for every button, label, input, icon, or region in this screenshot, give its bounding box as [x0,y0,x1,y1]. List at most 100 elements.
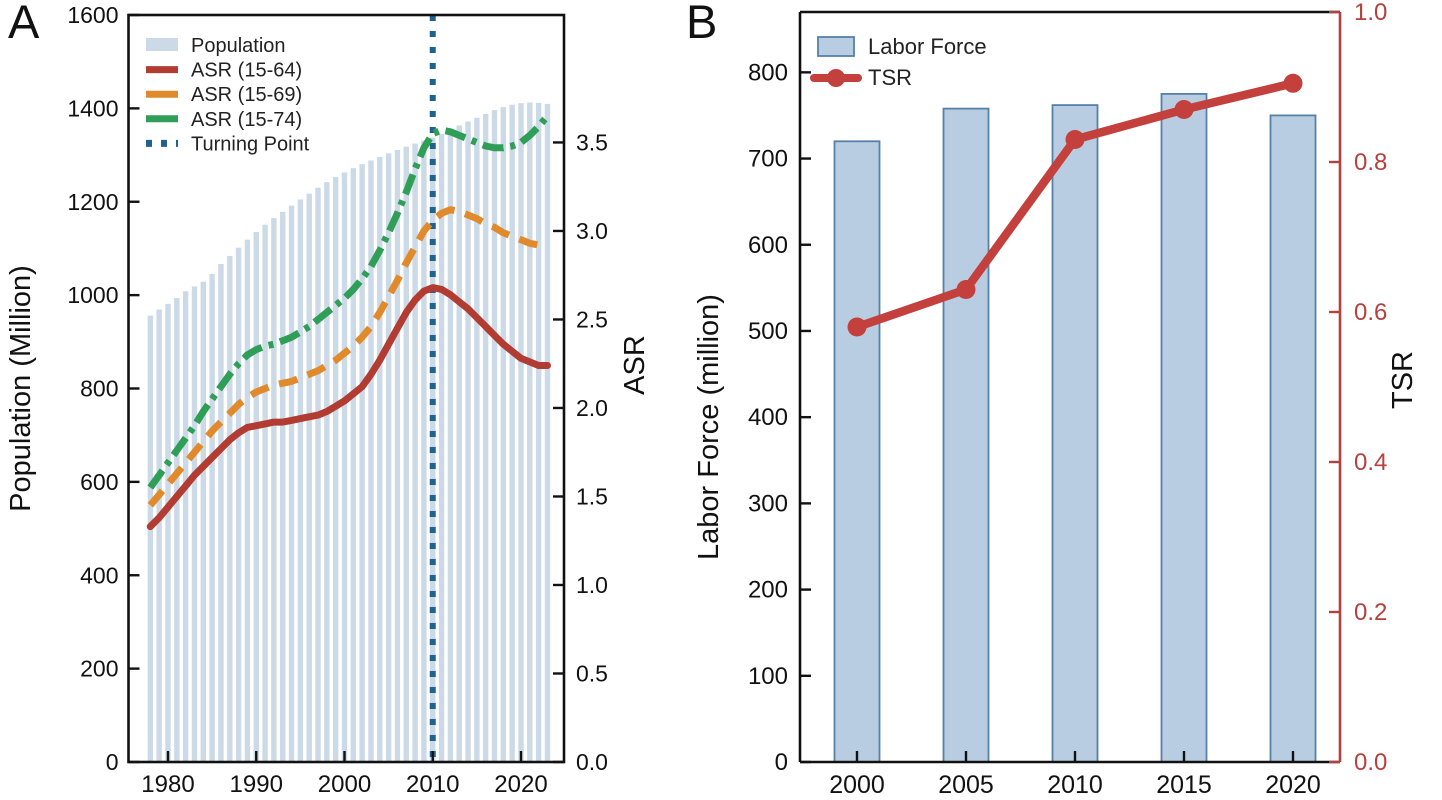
tsr-marker [1065,130,1085,149]
x-tick-label: 2010 [1047,771,1103,799]
x-tick-label: 1990 [230,771,283,798]
legend-label: TSR [868,65,912,90]
y-axis-title-left: Population (Million) [5,265,37,512]
x-tick-label: 2005 [938,771,994,799]
x-tick-label: 2000 [318,771,371,798]
y-left-tick-label: 200 [748,577,788,604]
y-left-tick-label: 0 [106,749,119,775]
panel-b-label: B [686,0,719,48]
y-left-tick-label: 700 [748,146,788,173]
y-right-tick-label: 1.0 [1354,0,1387,26]
panel-a-legend [146,38,178,147]
population-bar [368,160,374,763]
y-left-tick-label: 1400 [67,95,118,121]
y-right-tick-label: 3.0 [576,218,608,244]
population-bar [156,309,162,762]
y-left-tick-label: 0 [775,749,788,776]
labor-force-bar [942,107,990,763]
population-bar [385,153,392,763]
population-bar [483,114,489,762]
y-axis-title-right: ASR [619,335,651,395]
population-bar [394,149,401,762]
population-bar [306,193,312,763]
population-bar [491,110,498,762]
y-right-tick-label: 0.0 [1354,749,1387,776]
y-left-tick-label: 600 [80,469,118,495]
asr-curve------15-64- [146,284,551,531]
population-bar [377,156,383,762]
population-bar [191,286,198,762]
population-bar [438,133,445,762]
y-right-tick-label: 0.5 [576,660,608,686]
y-right-tick-label: 0.4 [1354,449,1387,476]
population-bar [535,102,542,763]
legend-label: Turning Point [191,133,310,155]
population-bar [500,107,507,762]
population-bar [218,263,224,762]
population-bar [244,239,251,762]
tsr-marker [1174,100,1194,119]
tsr-marker [847,317,867,337]
population-bars [147,102,551,763]
population-bar [271,218,277,762]
asr-curve------15-69- [147,206,548,508]
y-left-tick-label: 1600 [67,2,118,28]
population-bar [456,125,462,763]
population-bar [280,211,286,762]
legend-label: Labor Force [868,34,987,59]
population-bar [350,168,357,762]
population-bar [447,129,454,763]
x-tick-label: 2000 [829,771,885,799]
population-bar [262,224,268,763]
asr-curve------15-74- [147,113,551,490]
y-left-tick-label: 300 [748,490,788,517]
population-bar [359,164,365,763]
y-right-tick-label: 1.0 [576,572,608,598]
tsr-marker [1283,73,1303,93]
y-left-tick-label: 400 [80,562,118,588]
legend-label: Population [191,35,286,57]
legend-label: ASR (15-69) [191,84,302,106]
y-left-tick-label: 100 [748,663,788,690]
x-tick-label: 2015 [1156,771,1212,799]
y-right-tick-label: 1.5 [576,483,608,509]
y-left-tick-label: 500 [748,318,788,345]
y-right-tick-label: 0.0 [576,749,608,775]
population-bar [235,247,242,762]
panel-a-label: A [8,0,41,48]
labor-force-bar [1160,93,1208,763]
panel-b-legend [817,36,855,57]
y-axis-title-right: TSR [1387,351,1419,409]
tsr-marker [956,280,976,299]
legend-label: ASR (15-74) [191,109,302,131]
population-bar [421,140,427,762]
y-right-tick-label: 2.5 [576,306,608,332]
legend-label: ASR (15-64) [191,60,302,82]
y-left-tick-label: 200 [80,656,118,682]
x-tick-label: 1980 [141,771,194,798]
population-bar [412,143,418,762]
population-bar [315,187,321,763]
legend-swatch-population [146,38,178,51]
legend-swatch-labor-force [817,36,855,57]
population-bar [324,182,330,762]
population-bar [509,104,515,762]
y-right-tick-label: 0.6 [1354,299,1387,326]
population-bar [297,199,304,762]
population-bar [544,103,551,763]
y-left-tick-label: 1200 [67,189,118,215]
population-bar [403,146,409,762]
population-bar [288,205,295,762]
population-bar [209,273,215,762]
y-right-tick-label: 0.2 [1354,599,1387,626]
population-bar [147,315,154,762]
labor-force-bar [1051,104,1099,763]
y-axis-title-left: Labor Force (million) [693,294,725,560]
population-bar [253,232,259,762]
population-bar [332,177,339,763]
population-bar [518,103,524,762]
population-bar [174,297,180,762]
population-bar [474,117,480,762]
